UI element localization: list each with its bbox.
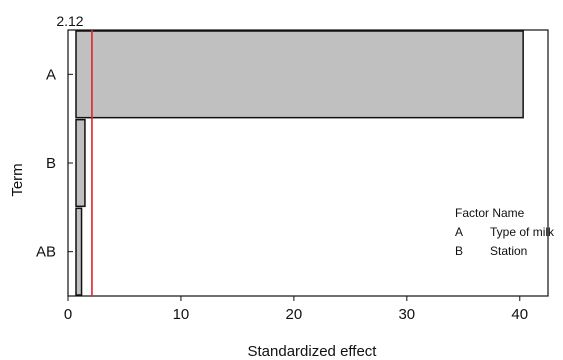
x-tick-label-20: 20 <box>286 306 303 323</box>
bar-b <box>75 118 86 208</box>
legend-name-a: Type of milk <box>490 225 555 239</box>
bar-ab <box>75 207 83 296</box>
y-tick-label-a: A <box>46 66 56 83</box>
bar-a <box>75 30 524 119</box>
y-axis-label: Term <box>9 163 26 196</box>
x-tick-group: 0 10 20 30 40 <box>64 296 528 323</box>
x-tick-label-0: 0 <box>64 306 72 323</box>
reference-line-label: 2.12 <box>56 13 83 29</box>
x-tick-label-30: 30 <box>398 306 415 323</box>
y-tick-label-b: B <box>46 155 56 172</box>
bars-group <box>75 30 524 296</box>
legend-header: Factor Name <box>455 206 525 220</box>
x-axis-label: Standardized effect <box>248 343 378 360</box>
x-tick-label-10: 10 <box>173 306 190 323</box>
y-tick-label-ab: AB <box>36 244 56 261</box>
legend-factor-a: A <box>455 225 463 239</box>
legend-factor-b: B <box>455 244 463 258</box>
legend-name-b: Station <box>490 244 527 258</box>
x-tick-label-40: 40 <box>511 306 528 323</box>
legend: Factor Name A Type of milk B Station <box>455 206 555 258</box>
